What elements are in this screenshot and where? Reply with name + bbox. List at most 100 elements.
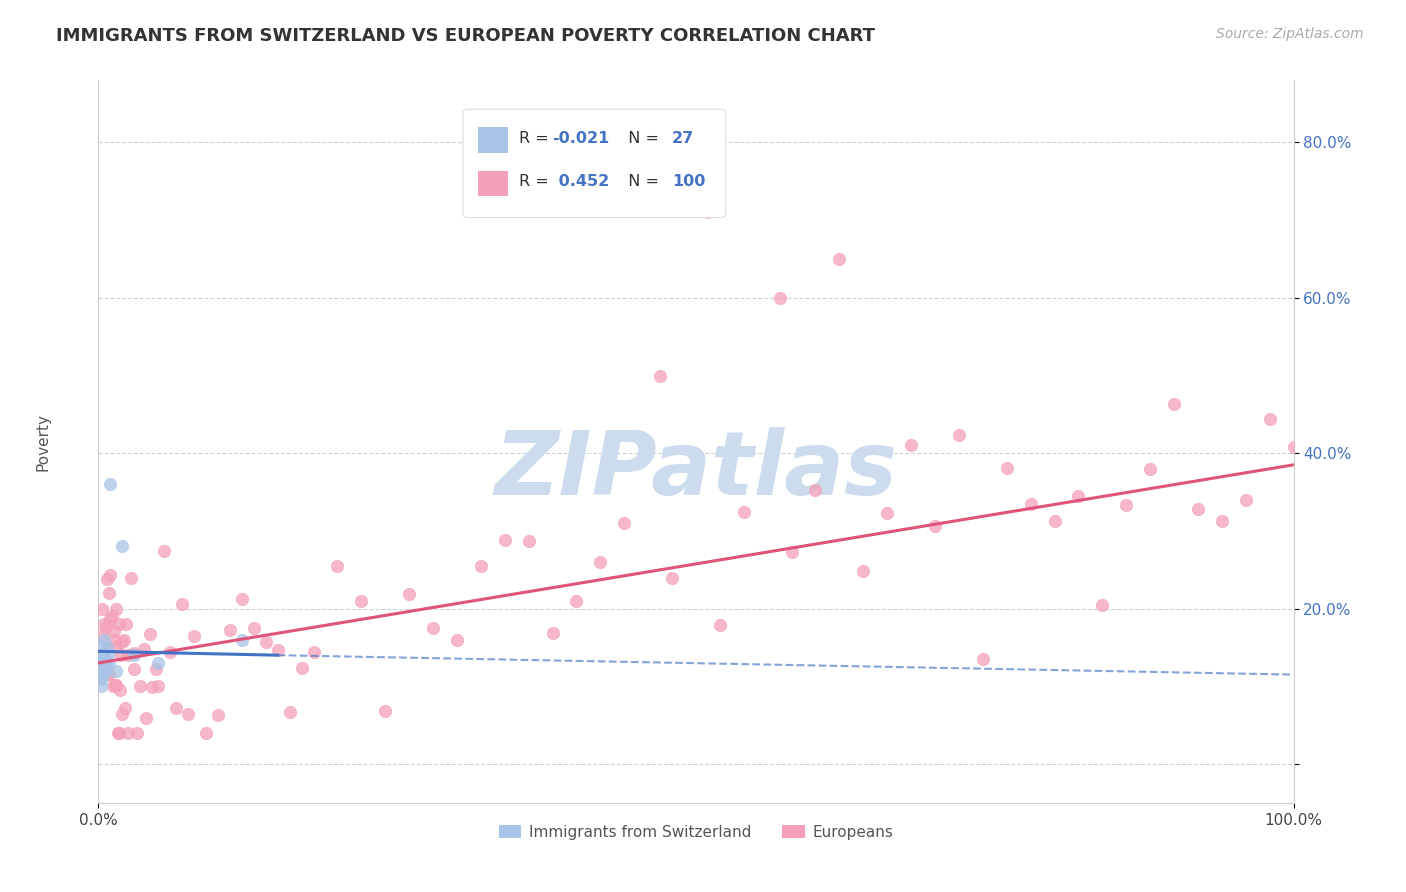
Point (111, 707, 134, 722)
Point (153, 544, 176, 558)
Point (125, 726, 148, 740)
Point (94, 619, 117, 633)
Point (90, 664, 112, 678)
Point (302, 645, 325, 659)
Point (90, 648, 112, 663)
Point (254, 634, 277, 648)
Point (91, 601, 114, 615)
Point (112, 632, 135, 647)
Point (924, 519, 946, 533)
Point (398, 587, 420, 601)
Text: Source: ZipAtlas.com: Source: ZipAtlas.com (1216, 27, 1364, 41)
Text: Poverty: Poverty (35, 412, 51, 471)
Point (852, 564, 875, 578)
Point (89, 656, 111, 670)
FancyBboxPatch shape (478, 128, 509, 153)
Point (709, 618, 731, 632)
Point (90, 679, 112, 693)
Point (1067, 489, 1090, 503)
Point (98, 656, 121, 670)
Point (117, 648, 139, 663)
Point (96, 640, 118, 655)
Point (1258, 412, 1281, 426)
Point (900, 437, 922, 451)
Point (105, 678, 128, 692)
Point (98, 667, 121, 681)
Point (768, 291, 790, 305)
Point (1043, 514, 1066, 528)
Point (326, 558, 349, 573)
Point (103, 624, 125, 638)
Text: ZIPatlas: ZIPatlas (495, 427, 897, 514)
Point (96, 640, 118, 655)
Point (1091, 598, 1114, 612)
Point (105, 601, 128, 615)
Point (93, 663, 115, 677)
Point (105, 640, 128, 654)
Point (780, 545, 803, 559)
Point (195, 726, 218, 740)
Point (183, 629, 205, 643)
FancyBboxPatch shape (463, 109, 725, 218)
Point (145, 662, 167, 676)
Point (91, 656, 114, 670)
Point (107, 726, 129, 740)
Point (613, 516, 636, 530)
Point (91, 656, 114, 670)
Point (541, 626, 564, 640)
Point (1282, 440, 1305, 454)
Legend: Immigrants from Switzerland, Europeans: Immigrants from Switzerland, Europeans (492, 819, 900, 846)
Point (135, 711, 157, 725)
Point (114, 701, 136, 715)
Point (91, 664, 114, 678)
Point (165, 700, 187, 714)
Point (91, 648, 114, 663)
Point (231, 632, 253, 647)
Point (494, 533, 516, 547)
Point (446, 633, 468, 648)
Point (111, 540, 134, 554)
Point (697, 205, 720, 219)
Point (107, 617, 129, 632)
Point (648, 368, 672, 383)
Text: 0.452: 0.452 (553, 174, 609, 189)
Point (1187, 501, 1209, 516)
Point (995, 460, 1018, 475)
Point (733, 505, 755, 519)
Point (422, 622, 444, 636)
Point (267, 642, 290, 657)
Point (132, 642, 155, 657)
Point (948, 428, 970, 442)
Point (103, 632, 125, 647)
Point (98, 568, 122, 582)
Point (828, 252, 851, 266)
Point (93, 648, 115, 663)
Point (177, 707, 200, 722)
Point (107, 726, 129, 740)
Point (804, 483, 827, 497)
Point (207, 708, 229, 723)
Text: R =: R = (519, 130, 554, 145)
Text: R =: R = (519, 174, 554, 189)
Point (565, 593, 588, 607)
Point (517, 533, 540, 548)
Point (159, 645, 181, 659)
Text: 27: 27 (672, 130, 695, 145)
Point (470, 559, 492, 574)
Point (105, 664, 128, 678)
Point (90, 656, 112, 670)
Point (91, 628, 114, 642)
Point (96, 572, 118, 586)
Point (1211, 514, 1233, 528)
Text: 100: 100 (672, 174, 706, 189)
Point (139, 627, 162, 641)
Point (129, 679, 152, 693)
Point (108, 683, 131, 698)
Point (1019, 497, 1042, 511)
Point (120, 571, 142, 585)
Point (94, 664, 117, 678)
Point (117, 726, 139, 740)
Point (374, 704, 396, 718)
Point (148, 679, 170, 693)
Point (104, 678, 127, 692)
